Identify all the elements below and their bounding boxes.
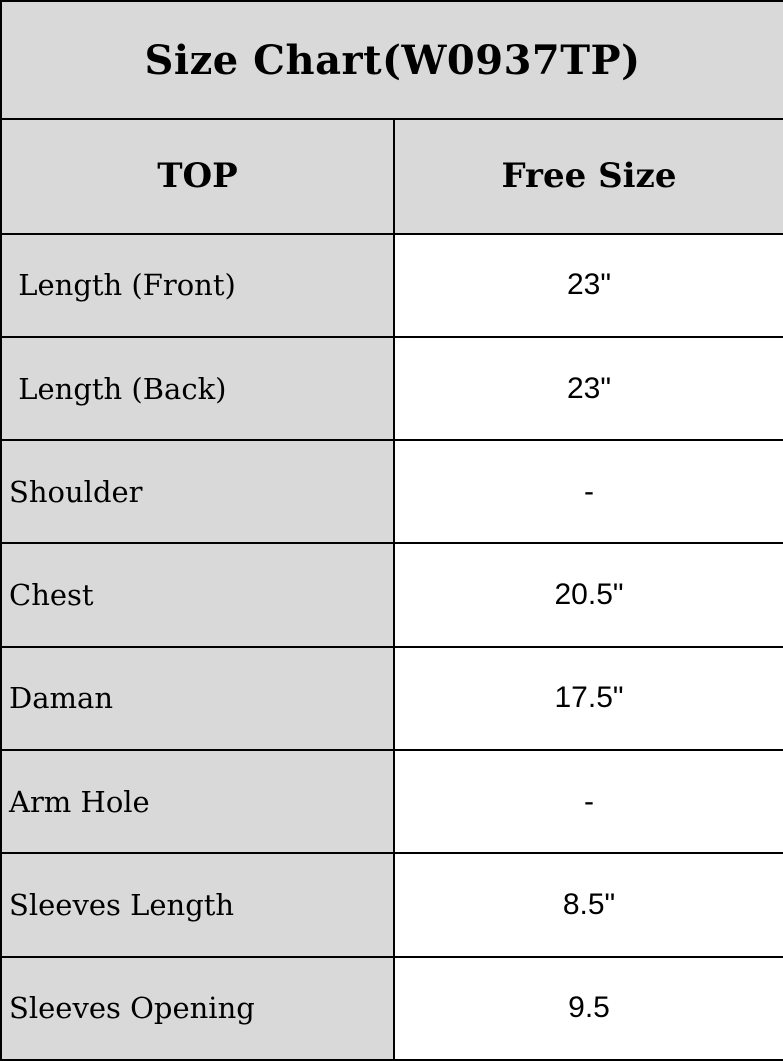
row-label: Shoulder xyxy=(0,439,395,545)
row-value: 20.5" xyxy=(392,542,783,648)
header-row: TOP Free Size xyxy=(0,118,783,235)
row-value: 17.5" xyxy=(392,645,783,752)
column-header-top: TOP xyxy=(0,118,395,235)
table-row-sleeves-length: Sleeves Length 8.5" xyxy=(0,852,783,958)
row-label: Arm Hole xyxy=(0,749,395,855)
table-row-arm-hole: Arm Hole - xyxy=(0,749,783,855)
row-label: Length (Front) xyxy=(0,232,395,338)
row-value: - xyxy=(392,439,783,545)
row-label: Chest xyxy=(0,542,395,648)
table-row-daman: Daman 17.5" xyxy=(0,645,783,752)
row-value: 8.5" xyxy=(392,852,783,958)
column-header-free-size: Free Size xyxy=(392,118,783,235)
table-row-length-front: Length (Front) 23" xyxy=(0,232,783,338)
row-value: - xyxy=(392,749,783,855)
chart-title: Size Chart(W0937TP) xyxy=(0,0,783,121)
row-label: Sleeves Opening xyxy=(0,955,395,1061)
table-row-sleeves-opening: Sleeves Opening 9.5 xyxy=(0,955,783,1061)
row-label: Daman xyxy=(0,645,395,752)
table-row-shoulder: Shoulder - xyxy=(0,439,783,545)
row-value: 9.5 xyxy=(392,955,783,1061)
title-row: Size Chart(W0937TP) xyxy=(0,0,783,121)
table-row-length-back: Length (Back) 23" xyxy=(0,335,783,442)
table-row-chest: Chest 20.5" xyxy=(0,542,783,648)
row-value: 23" xyxy=(392,232,783,338)
row-value: 23" xyxy=(392,335,783,442)
row-label: Sleeves Length xyxy=(0,852,395,958)
row-label: Length (Back) xyxy=(0,335,395,442)
